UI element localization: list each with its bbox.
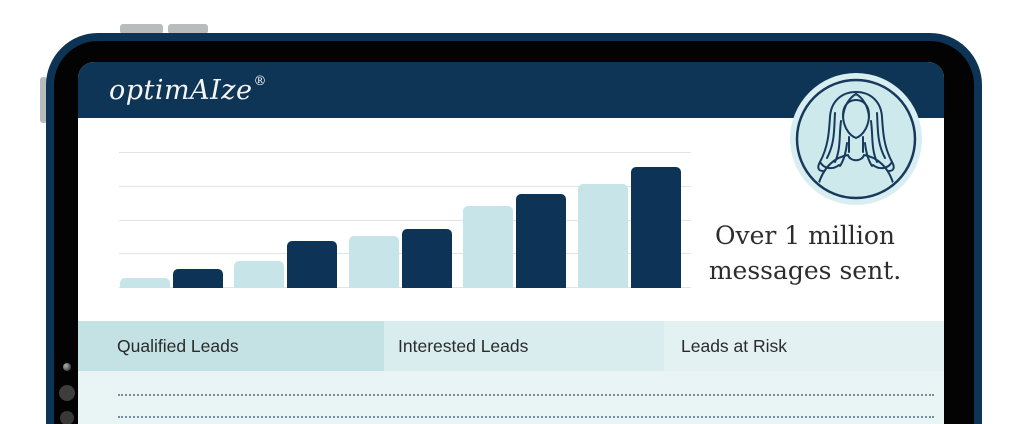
chart-gridline (119, 152, 691, 153)
stats-caption: Over 1 million messages sent. (605, 218, 944, 288)
bar-chart (119, 152, 691, 288)
chart-bar (463, 205, 514, 288)
chart-bar (516, 193, 567, 288)
app-screen: optimAIze ® (78, 62, 944, 424)
tab-interested-leads[interactable]: Interested Leads (384, 321, 664, 371)
leads-tab-bar: Qualified Leads Interested Leads Leads a… (78, 321, 944, 371)
chart-bar (577, 183, 628, 288)
tab-label: Interested Leads (398, 335, 529, 356)
brand-logo: optimAIze ® (109, 62, 267, 118)
chart-bar (120, 278, 170, 288)
device-volume-button (168, 24, 208, 34)
tab-qualified-leads[interactable]: Qualified Leads (78, 321, 384, 371)
chart-bar (173, 268, 223, 288)
chart-bar (630, 167, 681, 288)
woman-avatar-illustration (790, 73, 922, 205)
brand-logo-text: optimAIze (109, 74, 253, 106)
camera-lens-icon (60, 411, 74, 424)
tab-label: Qualified Leads (117, 335, 239, 356)
device-side-button (40, 77, 47, 123)
chart-bar (287, 240, 338, 288)
tab-label: Leads at Risk (681, 335, 788, 356)
stats-caption-line2: messages sent. (708, 256, 902, 285)
chart-gridline (119, 185, 691, 187)
camera-lens-icon (59, 385, 75, 401)
woman-portrait-line-art-icon (790, 73, 922, 205)
tab-leads-at-risk[interactable]: Leads at Risk (664, 321, 944, 371)
placeholder-dotted-line (118, 394, 934, 396)
chart-bar (401, 228, 452, 288)
stats-caption-line1: Over 1 million (714, 221, 895, 250)
chart-bar (234, 261, 285, 288)
list-placeholder-area (78, 371, 944, 424)
placeholder-dotted-line (118, 416, 934, 418)
registered-trademark-icon: ® (253, 73, 267, 89)
chart-gridline (119, 219, 691, 221)
device-power-button (120, 24, 163, 34)
device-frame: optimAIze ® (46, 33, 982, 424)
chart-bar (348, 235, 399, 288)
camera-dot-icon (63, 363, 71, 371)
